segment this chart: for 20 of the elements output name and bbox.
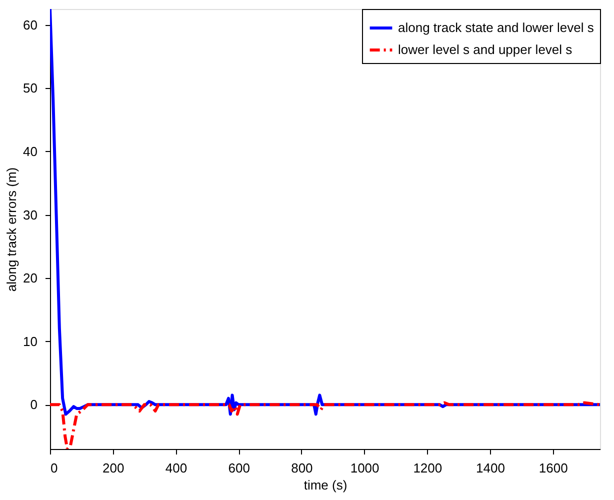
y-tick-label: 20 xyxy=(23,270,38,286)
x-tick-label: 600 xyxy=(228,460,250,476)
y-axis-title: along track errors (m) xyxy=(4,167,20,292)
x-tick-label: 1600 xyxy=(538,460,568,476)
y-tick-label: 30 xyxy=(23,207,38,222)
x-tick-label: 800 xyxy=(291,460,313,476)
x-tick-label: 1200 xyxy=(413,460,442,476)
x-tick-label: 1000 xyxy=(350,460,380,476)
legend-label: along track state and lower level s xyxy=(398,20,594,35)
y-tick-label: 10 xyxy=(23,334,38,349)
x-tick-label: 200 xyxy=(102,460,124,476)
legend-label: lower level s and upper level s xyxy=(398,42,573,57)
y-tick-label: 40 xyxy=(23,144,38,159)
y-tick-label: 50 xyxy=(23,80,38,96)
x-tick-label: 400 xyxy=(165,460,188,476)
y-tick-label: 60 xyxy=(23,17,38,32)
x-axis-title: time (s) xyxy=(304,478,348,492)
y-tick-label: 0 xyxy=(30,397,38,412)
x-tick-label: 1400 xyxy=(476,460,505,476)
x-tick-label: 0 xyxy=(50,460,58,476)
